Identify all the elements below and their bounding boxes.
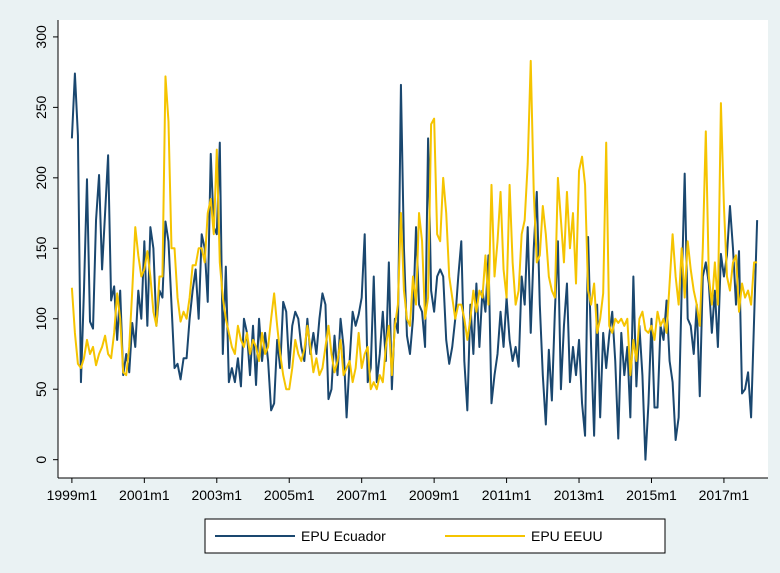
x-tick-label: 2011m1 [482,487,532,503]
x-tick-label: 2017m1 [699,487,750,503]
y-tick-label: 50 [33,381,49,397]
y-tick-label: 0 [33,456,49,464]
y-tick-label: 200 [33,166,49,190]
y-tick-label: 250 [33,95,49,119]
x-tick-label: 2005m1 [264,487,315,503]
x-tick-label: 2013m1 [554,487,605,503]
y-tick-label: 300 [33,25,49,49]
plot-area [58,20,768,478]
x-tick-label: 2015m1 [626,487,677,503]
y-tick-label: 150 [33,236,49,260]
legend-label: EPU Ecuador [301,528,386,544]
x-tick-label: 2007m1 [336,487,387,503]
x-tick-label: 2003m1 [191,487,242,503]
x-tick-label: 2009m1 [409,487,460,503]
legend-label: EPU EEUU [531,528,603,544]
y-tick-label: 100 [33,307,49,331]
x-tick-label: 2001m1 [119,487,170,503]
series-line [70,59,758,391]
series-line [70,72,759,461]
x-tick-label: 1999m1 [47,487,98,503]
